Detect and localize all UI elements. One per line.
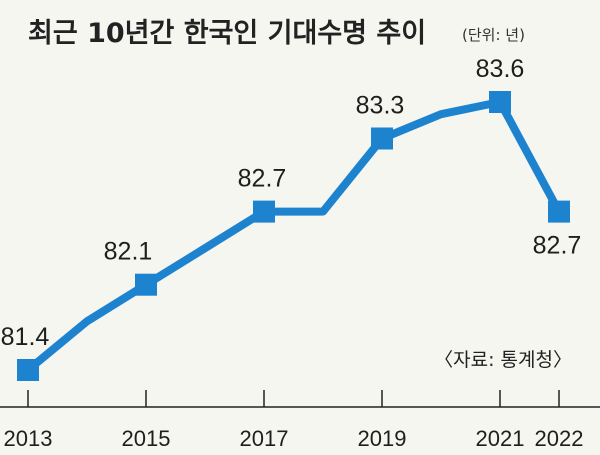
data-point-marker [135, 273, 157, 296]
unit-label: (단위: 년) [462, 26, 525, 44]
data-label: 83.6 [476, 55, 525, 83]
x-tick-label: 2021 [476, 426, 525, 451]
x-tick-label: 2019 [358, 426, 407, 451]
x-tick-label: 2015 [122, 426, 171, 451]
data-label: 82.1 [104, 238, 153, 266]
data-label: 83.3 [356, 92, 405, 120]
x-axis-ticks: 2013 2015 2017 2019 2021 2022 [4, 390, 584, 451]
series-line [25, 98, 563, 374]
source-label: 〈자료: 통계청〉 [434, 349, 572, 371]
data-point-marker [548, 200, 570, 223]
data-point-marker [371, 127, 393, 150]
series-layer [17, 91, 570, 381]
x-tick-label: 2013 [4, 426, 53, 451]
data-label: 82.7 [533, 232, 582, 260]
x-tick-label: 2022 [535, 426, 584, 451]
data-label: 81.4 [1, 323, 50, 351]
chart-title: 최근 10년간 한국인 기대수명 추이 [28, 18, 426, 49]
data-point-marker [253, 200, 275, 223]
x-tick-label: 2017 [240, 426, 289, 451]
data-point-marker [489, 91, 511, 113]
data-label-layer: 81.4 82.1 82.7 83.3 83.6 82.7 [1, 55, 582, 351]
data-point-marker [17, 359, 39, 381]
data-label: 82.7 [238, 165, 287, 193]
